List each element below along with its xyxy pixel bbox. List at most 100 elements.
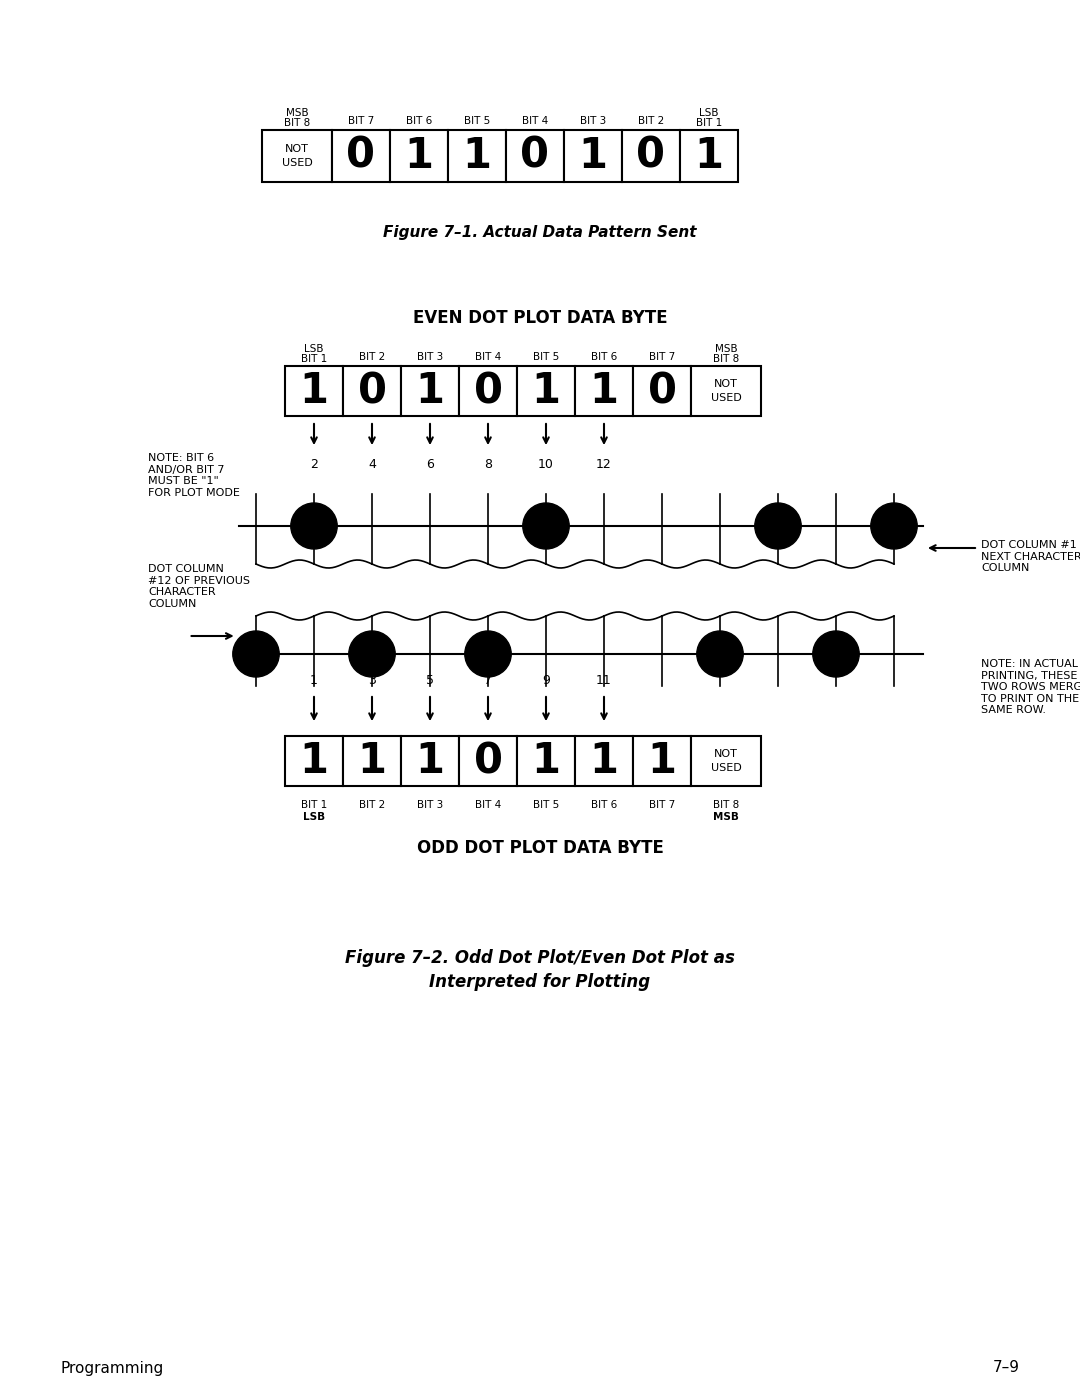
- Text: BIT 5: BIT 5: [532, 800, 559, 810]
- Text: DOT COLUMN
#12 OF PREVIOUS
CHARACTER
COLUMN: DOT COLUMN #12 OF PREVIOUS CHARACTER COL…: [148, 564, 249, 609]
- Text: 1: 1: [531, 740, 561, 782]
- Text: 0: 0: [347, 136, 376, 177]
- Bar: [448, 130, 507, 182]
- Text: 1: 1: [590, 740, 619, 782]
- Text: 2: 2: [310, 457, 318, 471]
- Text: 8: 8: [484, 457, 492, 471]
- Text: BIT 1: BIT 1: [696, 117, 723, 129]
- Ellipse shape: [349, 631, 395, 678]
- Text: DOT COLUMN #1 OF
NEXT CHARACTER
COLUMN: DOT COLUMN #1 OF NEXT CHARACTER COLUMN: [981, 541, 1080, 573]
- Ellipse shape: [233, 631, 280, 678]
- Text: USED: USED: [711, 393, 741, 402]
- Bar: [517, 736, 575, 787]
- Text: NOT: NOT: [714, 749, 738, 759]
- Text: 7–9: 7–9: [993, 1361, 1020, 1376]
- Text: BIT 3: BIT 3: [417, 800, 443, 810]
- Text: BIT 8: BIT 8: [284, 117, 310, 129]
- Text: MSB: MSB: [715, 344, 738, 353]
- Bar: [507, 130, 564, 182]
- Bar: [343, 736, 401, 787]
- Bar: [390, 130, 448, 182]
- Text: 12: 12: [596, 457, 612, 471]
- Text: USED: USED: [711, 763, 741, 773]
- Text: EVEN DOT PLOT DATA BYTE: EVEN DOT PLOT DATA BYTE: [413, 309, 667, 327]
- Text: LSB: LSB: [305, 344, 324, 353]
- Text: 1: 1: [299, 740, 328, 782]
- Bar: [459, 366, 517, 416]
- Bar: [622, 130, 680, 182]
- Text: 1: 1: [590, 370, 619, 412]
- Text: 0: 0: [636, 136, 665, 177]
- Bar: [459, 736, 517, 787]
- Bar: [680, 130, 738, 182]
- Text: BIT 2: BIT 2: [359, 352, 386, 362]
- Text: LSB: LSB: [699, 108, 719, 117]
- Text: BIT 7: BIT 7: [649, 352, 675, 362]
- Text: 1: 1: [310, 673, 318, 686]
- Text: BIT 8: BIT 8: [713, 800, 739, 810]
- Text: BIT 5: BIT 5: [464, 116, 490, 126]
- Text: BIT 8: BIT 8: [713, 353, 739, 365]
- Text: 1: 1: [579, 136, 607, 177]
- Text: NOTE: IN ACTUAL
PRINTING, THESE
TWO ROWS MERGE
TO PRINT ON THE
SAME ROW.: NOTE: IN ACTUAL PRINTING, THESE TWO ROWS…: [981, 659, 1080, 715]
- Bar: [285, 366, 343, 416]
- Text: BIT 1: BIT 1: [301, 800, 327, 810]
- Text: NOT: NOT: [714, 379, 738, 388]
- Ellipse shape: [464, 631, 511, 678]
- Text: BIT 4: BIT 4: [475, 800, 501, 810]
- Text: ODD DOT PLOT DATA BYTE: ODD DOT PLOT DATA BYTE: [417, 840, 663, 856]
- Bar: [401, 366, 459, 416]
- Text: 10: 10: [538, 457, 554, 471]
- Text: Figure 7–2. Odd Dot Plot/Even Dot Plot as: Figure 7–2. Odd Dot Plot/Even Dot Plot a…: [346, 949, 734, 967]
- Text: BIT 1: BIT 1: [301, 353, 327, 365]
- Text: BIT 3: BIT 3: [417, 352, 443, 362]
- Text: LSB: LSB: [302, 812, 325, 821]
- Text: 9: 9: [542, 673, 550, 686]
- Text: 0: 0: [357, 370, 387, 412]
- Bar: [343, 366, 401, 416]
- Text: 11: 11: [596, 673, 612, 686]
- Text: USED: USED: [282, 158, 312, 168]
- Text: BIT 7: BIT 7: [348, 116, 374, 126]
- Text: BIT 2: BIT 2: [359, 800, 386, 810]
- Text: NOTE: BIT 6
AND/OR BIT 7
MUST BE "1"
FOR PLOT MODE: NOTE: BIT 6 AND/OR BIT 7 MUST BE "1" FOR…: [148, 453, 240, 497]
- Text: Programming: Programming: [60, 1361, 163, 1376]
- Bar: [633, 736, 691, 787]
- Text: 3: 3: [368, 673, 376, 686]
- Text: BIT 4: BIT 4: [522, 116, 549, 126]
- Text: BIT 7: BIT 7: [649, 800, 675, 810]
- Ellipse shape: [523, 503, 569, 549]
- Text: BIT 4: BIT 4: [475, 352, 501, 362]
- Text: NOT: NOT: [285, 144, 309, 154]
- Text: Interpreted for Plotting: Interpreted for Plotting: [430, 972, 650, 990]
- Bar: [575, 736, 633, 787]
- Text: 4: 4: [368, 457, 376, 471]
- Text: Figure 7–1. Actual Data Pattern Sent: Figure 7–1. Actual Data Pattern Sent: [383, 225, 697, 239]
- Text: MSB: MSB: [286, 108, 308, 117]
- Text: 1: 1: [648, 740, 676, 782]
- Bar: [262, 130, 332, 182]
- Bar: [401, 736, 459, 787]
- Bar: [691, 736, 761, 787]
- Ellipse shape: [755, 503, 801, 549]
- Text: 1: 1: [357, 740, 387, 782]
- Text: 0: 0: [473, 370, 502, 412]
- Ellipse shape: [870, 503, 917, 549]
- Bar: [691, 366, 761, 416]
- Text: BIT 2: BIT 2: [638, 116, 664, 126]
- Text: MSB: MSB: [713, 812, 739, 821]
- Bar: [575, 366, 633, 416]
- Text: 1: 1: [694, 136, 724, 177]
- Text: 5: 5: [426, 673, 434, 686]
- Text: BIT 6: BIT 6: [591, 352, 617, 362]
- Text: 0: 0: [473, 740, 502, 782]
- Text: 0: 0: [648, 370, 676, 412]
- Text: 1: 1: [462, 136, 491, 177]
- Bar: [633, 366, 691, 416]
- Text: 0: 0: [521, 136, 550, 177]
- Text: BIT 6: BIT 6: [406, 116, 432, 126]
- Text: 1: 1: [416, 740, 445, 782]
- Text: 6: 6: [427, 457, 434, 471]
- Ellipse shape: [813, 631, 860, 678]
- Text: 1: 1: [299, 370, 328, 412]
